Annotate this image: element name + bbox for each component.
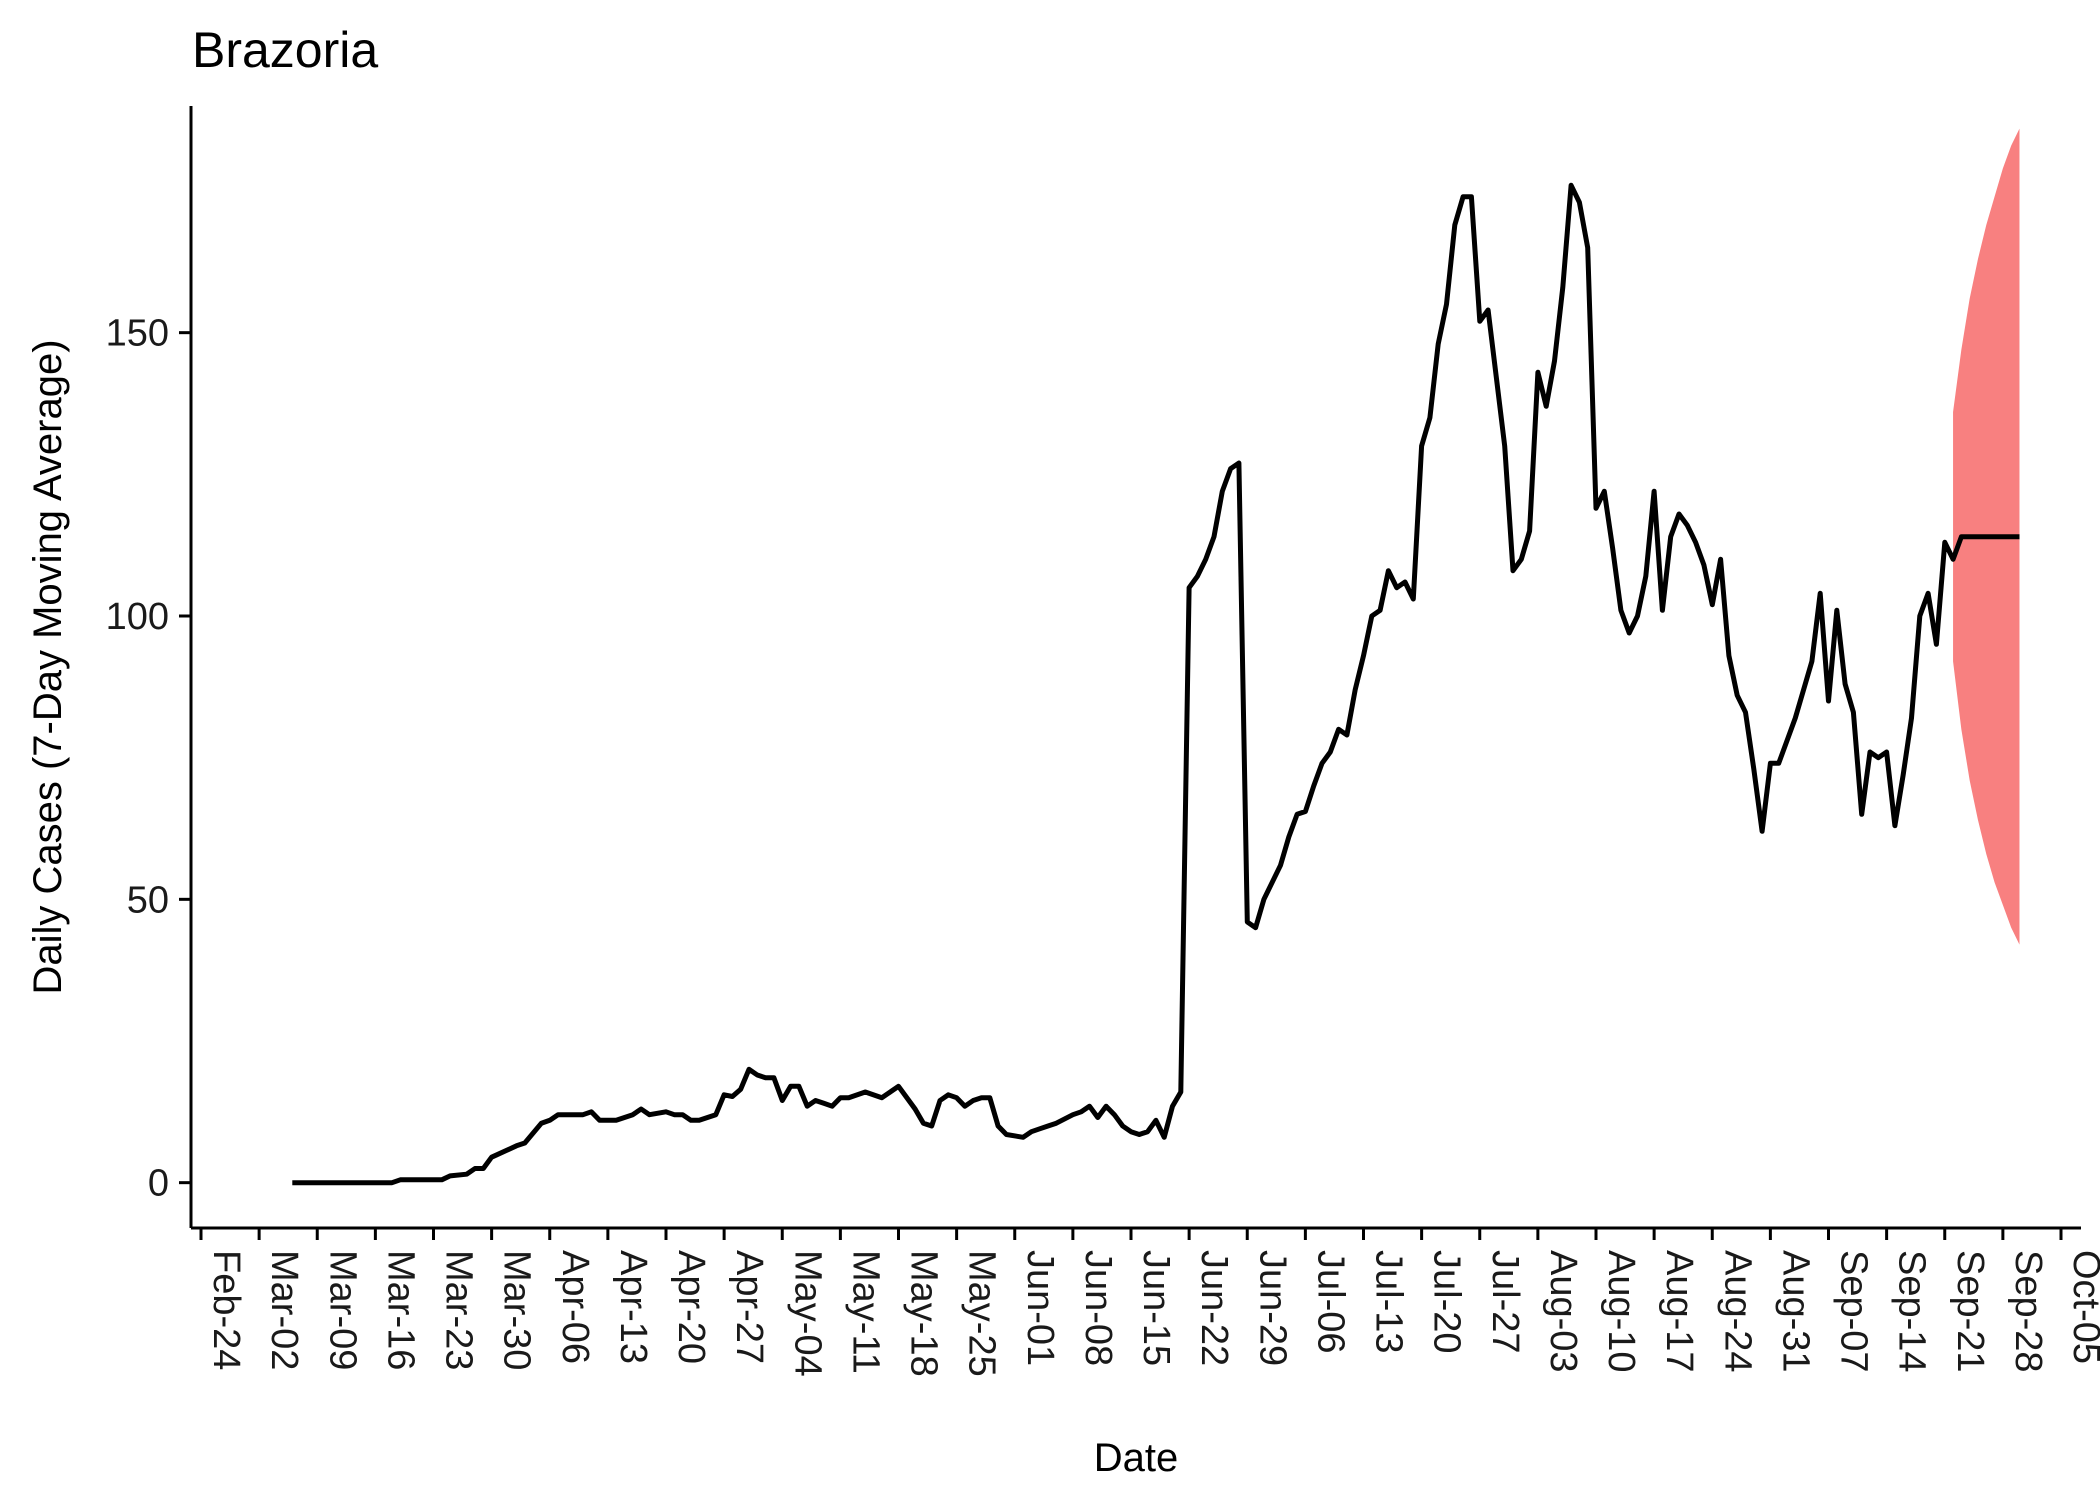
x-tick-label: Jun-01	[1019, 1250, 1061, 1366]
x-tick-label: Jul-27	[1484, 1250, 1526, 1354]
x-tick-label: May-11	[844, 1250, 886, 1374]
x-tick-label: Aug-24	[1716, 1250, 1758, 1373]
x-tick-label: May-04	[786, 1250, 828, 1377]
x-tick-label: Apr-13	[612, 1250, 654, 1364]
x-tick-label: Aug-03	[1542, 1250, 1584, 1373]
x-tick-label: Aug-31	[1774, 1250, 1816, 1373]
x-axis-ticks: Feb-24 Mar-02 Mar-09 Mar-16 Mar-23 Mar-30 Apr-…	[199, 1228, 2100, 1377]
x-tick-label: Mar-23	[438, 1250, 480, 1370]
y-tick-label: 150	[106, 313, 169, 355]
y-axis-title: Daily Cases (7-Day Moving Average)	[26, 339, 70, 994]
x-tick-label: Apr-20	[670, 1250, 712, 1364]
x-tick-label: Sep-28	[2007, 1250, 2049, 1373]
x-tick-label: Aug-17	[1658, 1250, 1700, 1373]
chart-title: Brazoria	[192, 22, 378, 78]
daily-cases-line	[292, 182, 2020, 1186]
x-tick-label: Sep-21	[1949, 1250, 1991, 1373]
x-tick-label: Mar-09	[321, 1250, 363, 1370]
x-tick-label: Aug-10	[1600, 1250, 1642, 1373]
x-tick-label: Apr-27	[728, 1250, 770, 1364]
x-tick-label: May-18	[903, 1250, 945, 1377]
x-tick-label: Mar-02	[263, 1250, 305, 1370]
data-line-layer	[292, 182, 2020, 1186]
x-tick-label: Jul-20	[1426, 1250, 1468, 1354]
x-tick-label: Jun-08	[1077, 1250, 1119, 1366]
x-tick-label: Jun-22	[1193, 1250, 1235, 1366]
x-tick-label: Mar-30	[496, 1250, 538, 1370]
x-axis-title: Date	[1094, 1436, 1179, 1480]
x-tick-label: Jun-15	[1135, 1250, 1177, 1366]
x-tick-label: May-25	[961, 1250, 1003, 1377]
y-tick-label: 100	[106, 596, 169, 638]
x-tick-label: Jun-29	[1251, 1250, 1293, 1366]
x-tick-label: Jul-06	[1309, 1250, 1351, 1354]
x-tick-label: Mar-16	[379, 1250, 421, 1370]
y-tick-label: 0	[148, 1163, 169, 1205]
x-tick-label: Oct-05	[2065, 1250, 2100, 1364]
y-tick-label: 50	[127, 879, 169, 921]
x-tick-label: Jul-13	[1368, 1250, 1410, 1354]
x-tick-label: Feb-24	[205, 1250, 247, 1370]
x-tick-label: Apr-06	[554, 1250, 596, 1364]
y-axis-ticks: 0 50 100 150	[106, 313, 191, 1205]
x-tick-label: Sep-07	[1833, 1250, 1875, 1373]
x-tick-label: Sep-14	[1891, 1250, 1933, 1373]
